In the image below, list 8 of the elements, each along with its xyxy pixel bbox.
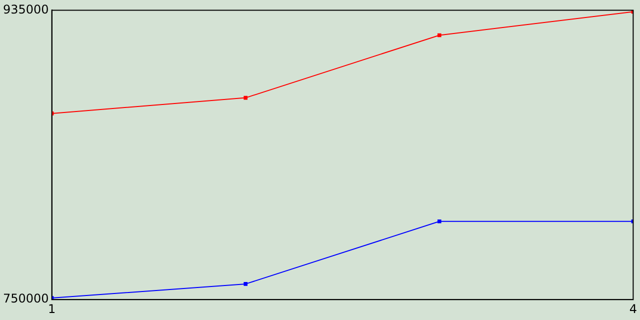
y-tick-label: 935000 bbox=[2, 2, 49, 16]
point bbox=[437, 33, 442, 38]
point bbox=[244, 96, 248, 100]
x-tick-label: 1 bbox=[48, 302, 56, 316]
x-tick-label: 4 bbox=[629, 302, 638, 316]
y-tick-label: 750000 bbox=[2, 292, 49, 306]
point bbox=[437, 219, 442, 224]
point bbox=[244, 282, 248, 286]
